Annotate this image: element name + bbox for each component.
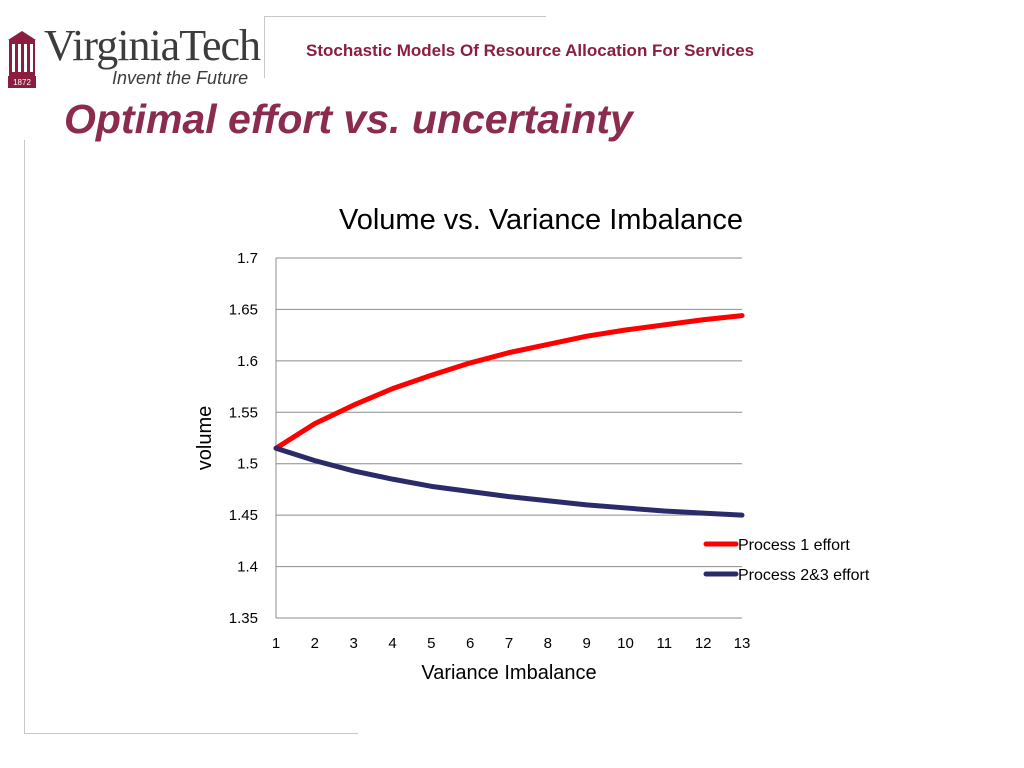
frame-bottom-line — [24, 733, 358, 734]
seal-year: 1872 — [13, 78, 31, 87]
x-axis-label: Variance Imbalance — [421, 662, 596, 684]
frame-top-line — [264, 16, 546, 17]
series-line-1 — [273, 313, 745, 451]
y-tick-label: 1.6 — [237, 353, 258, 370]
y-tick-label: 1.4 — [237, 559, 258, 576]
y-tick-labels: 1.35 1.4 1.45 1.5 1.55 1.6 1.65 1.7 — [229, 250, 258, 627]
university-logo: 1872 VirginiaTech Invent the Future — [8, 21, 261, 90]
x-tick-label: 5 — [427, 635, 435, 652]
series-layer — [273, 313, 745, 518]
y-tick-label: 1.5 — [237, 456, 258, 473]
legend-label: Process 2&3 effort — [738, 567, 870, 584]
chart-title: Volume vs. Variance Imbalance — [339, 204, 743, 236]
series-line-2 — [273, 445, 745, 518]
x-tick-label: 2 — [311, 635, 319, 652]
x-tick-labels: 1 2 3 4 5 6 7 8 9 10 11 12 13 — [272, 635, 751, 652]
x-tick-label: 7 — [505, 635, 513, 652]
seal-icon: 1872 — [8, 31, 36, 88]
x-tick-label: 13 — [734, 635, 751, 652]
x-tick-label: 8 — [544, 635, 552, 652]
line-chart: Volume vs. Variance Imbalance 1.35 1.4 1.4… — [194, 204, 870, 684]
x-tick-label: 12 — [695, 635, 712, 652]
logo-wordmark: VirginiaTech — [44, 21, 261, 70]
frame-left-line — [24, 140, 25, 734]
presentation-header-title: Stochastic Models Of Resource Allocation… — [306, 41, 755, 60]
x-tick-label: 6 — [466, 635, 474, 652]
x-tick-label: 4 — [388, 635, 396, 652]
x-tick-label: 9 — [582, 635, 590, 652]
legend-label: Process 1 effort — [738, 537, 850, 554]
slide-title: Optimal effort vs. uncertainty — [64, 96, 633, 142]
chart-legend: Process 1 effort Process 2&3 effort — [703, 537, 870, 584]
y-tick-label: 1.45 — [229, 507, 258, 524]
x-tick-label: 10 — [617, 635, 634, 652]
grid-layer — [275, 257, 742, 619]
x-tick-label: 1 — [272, 635, 280, 652]
x-tick-label: 3 — [349, 635, 357, 652]
y-tick-label: 1.55 — [229, 404, 258, 421]
x-tick-label: 11 — [657, 635, 673, 652]
y-axis-label: volume — [194, 406, 216, 470]
y-tick-label: 1.35 — [229, 610, 258, 627]
y-tick-label: 1.65 — [229, 301, 258, 318]
y-tick-label: 1.7 — [237, 250, 258, 267]
logo-tagline: Invent the Future — [112, 68, 249, 88]
frame-divider-line — [264, 16, 265, 78]
